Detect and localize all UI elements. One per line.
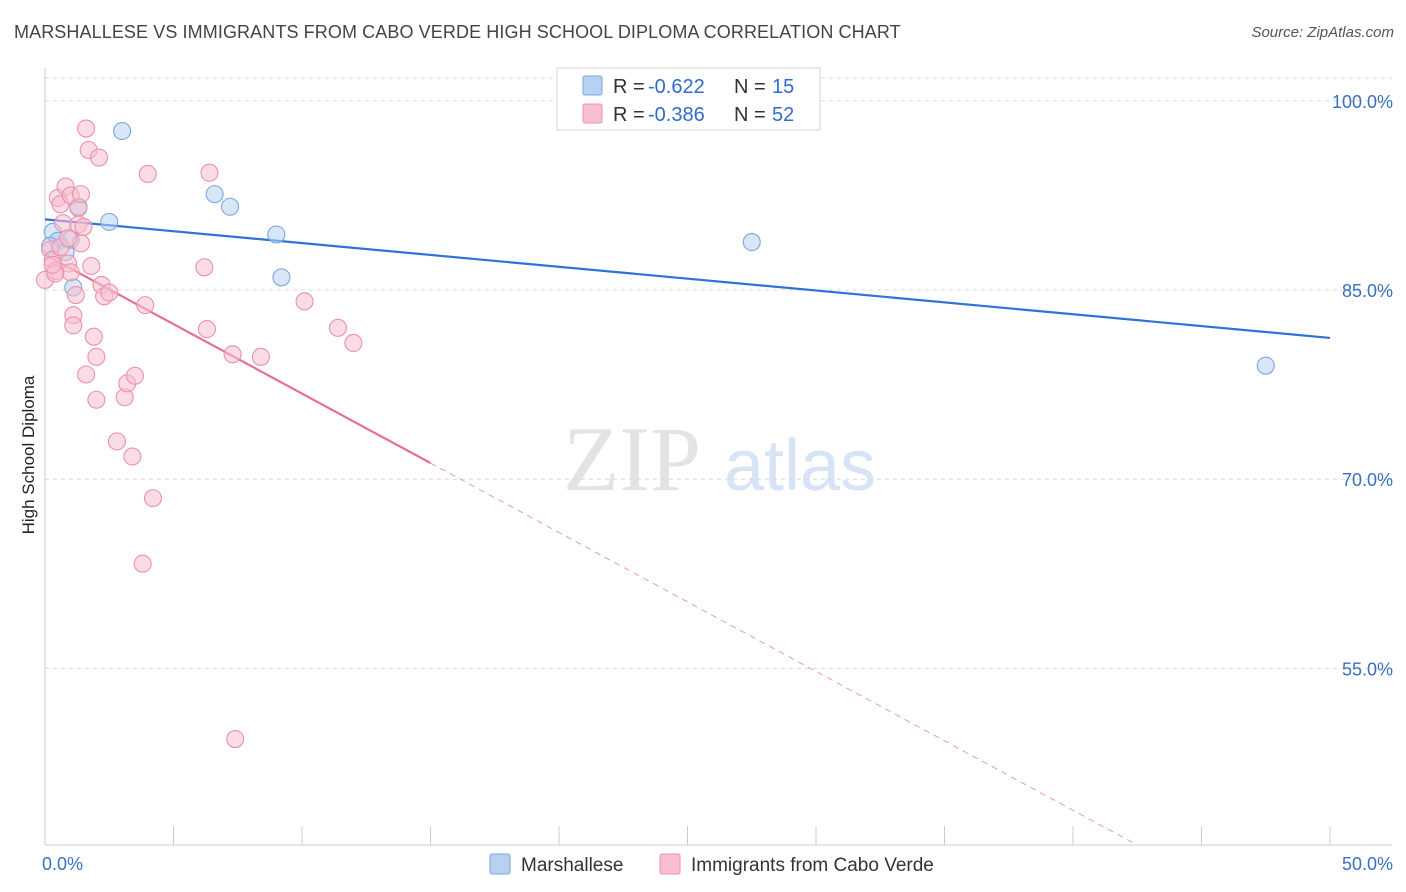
point-pink-36 <box>138 164 157 184</box>
point-blue-8 <box>205 185 224 204</box>
legend-r-value-0: -0.622 <box>648 76 705 98</box>
point-pink-29 <box>107 432 127 451</box>
data-points <box>35 119 1275 749</box>
point-pink-12 <box>64 316 83 335</box>
point-pink-21 <box>82 256 101 276</box>
source-credit: Source: ZipAtlas.com <box>1251 24 1394 41</box>
y-tick-label-3: 55.0% <box>1342 659 1393 679</box>
bottom-legend-swatch-1 <box>659 853 681 875</box>
point-pink-44 <box>295 292 314 311</box>
point-pink-51 <box>43 255 62 274</box>
point-pink-17 <box>71 185 91 204</box>
point-blue-7 <box>113 122 132 141</box>
legend-n-value-0: 15 <box>772 76 794 98</box>
legend-n-label-1: N = <box>734 104 766 126</box>
point-pink-10 <box>61 263 80 282</box>
grid-lines <box>45 77 1392 669</box>
bottom-legend-label-0: Marshallese <box>521 855 623 876</box>
point-pink-40 <box>200 163 219 182</box>
legend-r-label-1: R = <box>613 104 645 126</box>
trend-lines <box>44 218 1331 846</box>
point-pink-28 <box>100 283 119 302</box>
trend-line-extension-1 <box>430 462 1138 846</box>
point-pink-19 <box>77 119 96 138</box>
point-blue-12 <box>742 233 761 252</box>
point-pink-22 <box>84 327 103 346</box>
point-pink-41 <box>223 345 242 364</box>
stats-legend: R = -0.622 N = 15 R = -0.386 N = 52 <box>556 67 821 131</box>
point-pink-25 <box>89 148 109 167</box>
x-tick-label-1: 50.0% <box>1342 854 1393 874</box>
y-tick-label-2: 70.0% <box>1342 470 1393 490</box>
point-pink-42 <box>226 729 245 749</box>
bottom-legend-swatch-0 <box>489 853 511 875</box>
legend-r-value-1: -0.386 <box>648 104 705 126</box>
point-pink-38 <box>195 258 214 277</box>
point-pink-13 <box>66 285 85 305</box>
y-tick-label-0: 100.0% <box>1332 92 1393 112</box>
legend-swatch-0 <box>582 75 603 96</box>
point-pink-18 <box>77 365 96 384</box>
axes: 100.0% 85.0% 70.0% 55.0% 0.0% 50.0% <box>42 68 1393 874</box>
y-tick-label-1: 85.0% <box>1342 281 1393 301</box>
legend-n-value-1: 52 <box>772 104 794 126</box>
y-axis-title: High School Diploma <box>19 375 38 534</box>
x-tick-label-0: 0.0% <box>42 854 83 874</box>
point-pink-49 <box>59 229 78 248</box>
legend-n-label-0: N = <box>734 76 766 98</box>
point-pink-39 <box>197 320 216 339</box>
point-blue-11 <box>272 268 291 287</box>
point-pink-46 <box>344 333 363 353</box>
point-pink-24 <box>87 390 106 409</box>
point-pink-34 <box>133 554 152 573</box>
point-pink-37 <box>143 489 162 508</box>
point-pink-33 <box>125 366 144 385</box>
trend-line-0 <box>44 218 1331 340</box>
zipatlas-watermark: ZIP atlas <box>563 408 876 510</box>
legend-swatch-1 <box>582 103 603 124</box>
point-pink-35 <box>136 296 155 315</box>
point-pink-6 <box>53 214 73 233</box>
point-pink-32 <box>123 447 142 466</box>
bottom-legend-label-1: Immigrants from Cabo Verde <box>691 855 934 876</box>
watermark-atlas: atlas <box>724 426 876 506</box>
point-pink-43 <box>251 347 270 366</box>
point-pink-23 <box>87 347 106 366</box>
point-pink-50 <box>74 217 93 236</box>
point-blue-9 <box>220 197 240 216</box>
point-blue-6 <box>100 212 119 231</box>
point-pink-45 <box>328 318 348 337</box>
chart-title: MARSHALLESE VS IMMIGRANTS FROM CABO VERD… <box>14 22 901 42</box>
watermark-zip: ZIP <box>563 408 701 510</box>
series-legend: Marshallese Immigrants from Cabo Verde <box>489 853 934 876</box>
legend-r-label-0: R = <box>613 76 645 98</box>
point-blue-10 <box>267 225 286 244</box>
point-blue-13 <box>1256 356 1275 375</box>
